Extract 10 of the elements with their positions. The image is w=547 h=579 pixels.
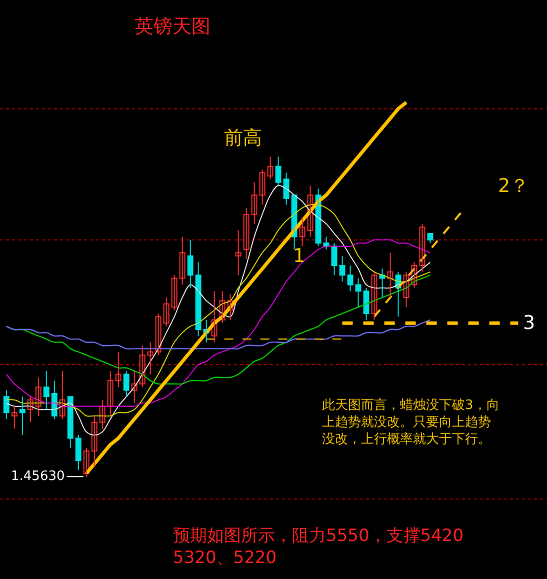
annotation: 2？ [498,175,530,197]
chart-title: 英镑天图 [134,16,210,38]
candlestick [11,406,18,430]
annotation: 3 [523,312,536,334]
text: 预期如图所示，阻力5550，支撑54205320、5220 [173,526,464,568]
annotation: 此天图而言，蜡烛没下破3，向上趋势就没改。只要向上趋势没改，上行概率就大于下行。 [322,397,500,447]
annotation: 1 [293,245,306,267]
candlestick [235,230,242,276]
text: 前高 [224,127,262,149]
annotation: 1.45630 [11,469,65,484]
